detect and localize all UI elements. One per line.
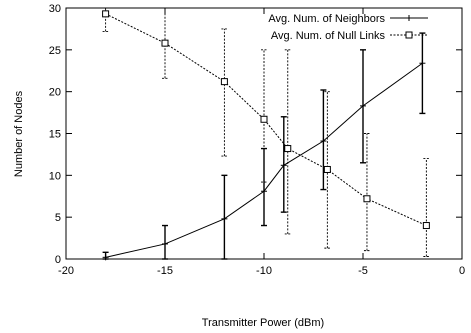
error-bar	[261, 49, 267, 183]
x-tick-label: -15	[157, 265, 173, 277]
data-point-null-links	[102, 10, 110, 18]
error-bar	[284, 49, 291, 235]
legend-label-neighbors: Avg. Num. of Neighbors	[268, 13, 385, 25]
series-line-neighbors	[105, 62, 423, 258]
series-line-null-links	[105, 13, 427, 226]
data-point-null-links	[422, 222, 430, 230]
x-axis-label: Transmitter Power (dBm)	[202, 317, 324, 329]
error-bar	[102, 7, 109, 32]
errorbar-layer	[102, 7, 430, 260]
data-point-neighbors	[320, 138, 327, 145]
axes-layer: -20 -15 -10 -5 0 0 5 10 15 20 25 30	[49, 3, 465, 277]
legend: Avg. Num. of Neighbors Avg. Num. of Null…	[268, 13, 428, 42]
y-tick-label: 15	[49, 129, 61, 141]
y-tick-label: 0	[55, 254, 61, 266]
x-tick-label: 0	[459, 265, 465, 277]
data-point-neighbors	[221, 215, 228, 222]
y-tick-label: 20	[49, 87, 61, 99]
x-tick-label: -20	[58, 265, 74, 277]
legend-sample-marker	[406, 15, 412, 21]
data-point-neighbors	[102, 254, 109, 261]
data-point-null-links	[161, 39, 169, 47]
y-tick-label: 30	[49, 3, 61, 15]
data-point-null-links	[220, 78, 228, 86]
x-tick-label: -5	[358, 265, 368, 277]
data-point-null-links	[260, 115, 268, 123]
legend-label-null-links: Avg. Num. of Null Links	[271, 30, 386, 42]
x-tick-label: -10	[256, 265, 272, 277]
data-point-null-links	[323, 165, 331, 173]
error-bar	[221, 28, 228, 157]
data-point-neighbors	[162, 240, 168, 247]
data-point-neighbors	[419, 60, 426, 67]
series-layer	[102, 10, 430, 261]
legend-sample-marker	[405, 31, 413, 39]
data-point-null-links	[363, 195, 371, 203]
data-point-neighbors	[360, 102, 366, 109]
error-bar	[363, 133, 370, 252]
data-point-neighbors	[280, 162, 287, 169]
error-bar	[419, 32, 426, 115]
data-point-neighbors	[261, 188, 267, 195]
y-tick-label: 5	[55, 212, 61, 224]
data-point-null-links	[284, 145, 292, 153]
y-tick-label: 25	[49, 45, 61, 57]
y-tick-label: 10	[49, 170, 61, 182]
y-axis-label: Number of Nodes	[13, 90, 25, 177]
error-bar	[423, 158, 430, 257]
